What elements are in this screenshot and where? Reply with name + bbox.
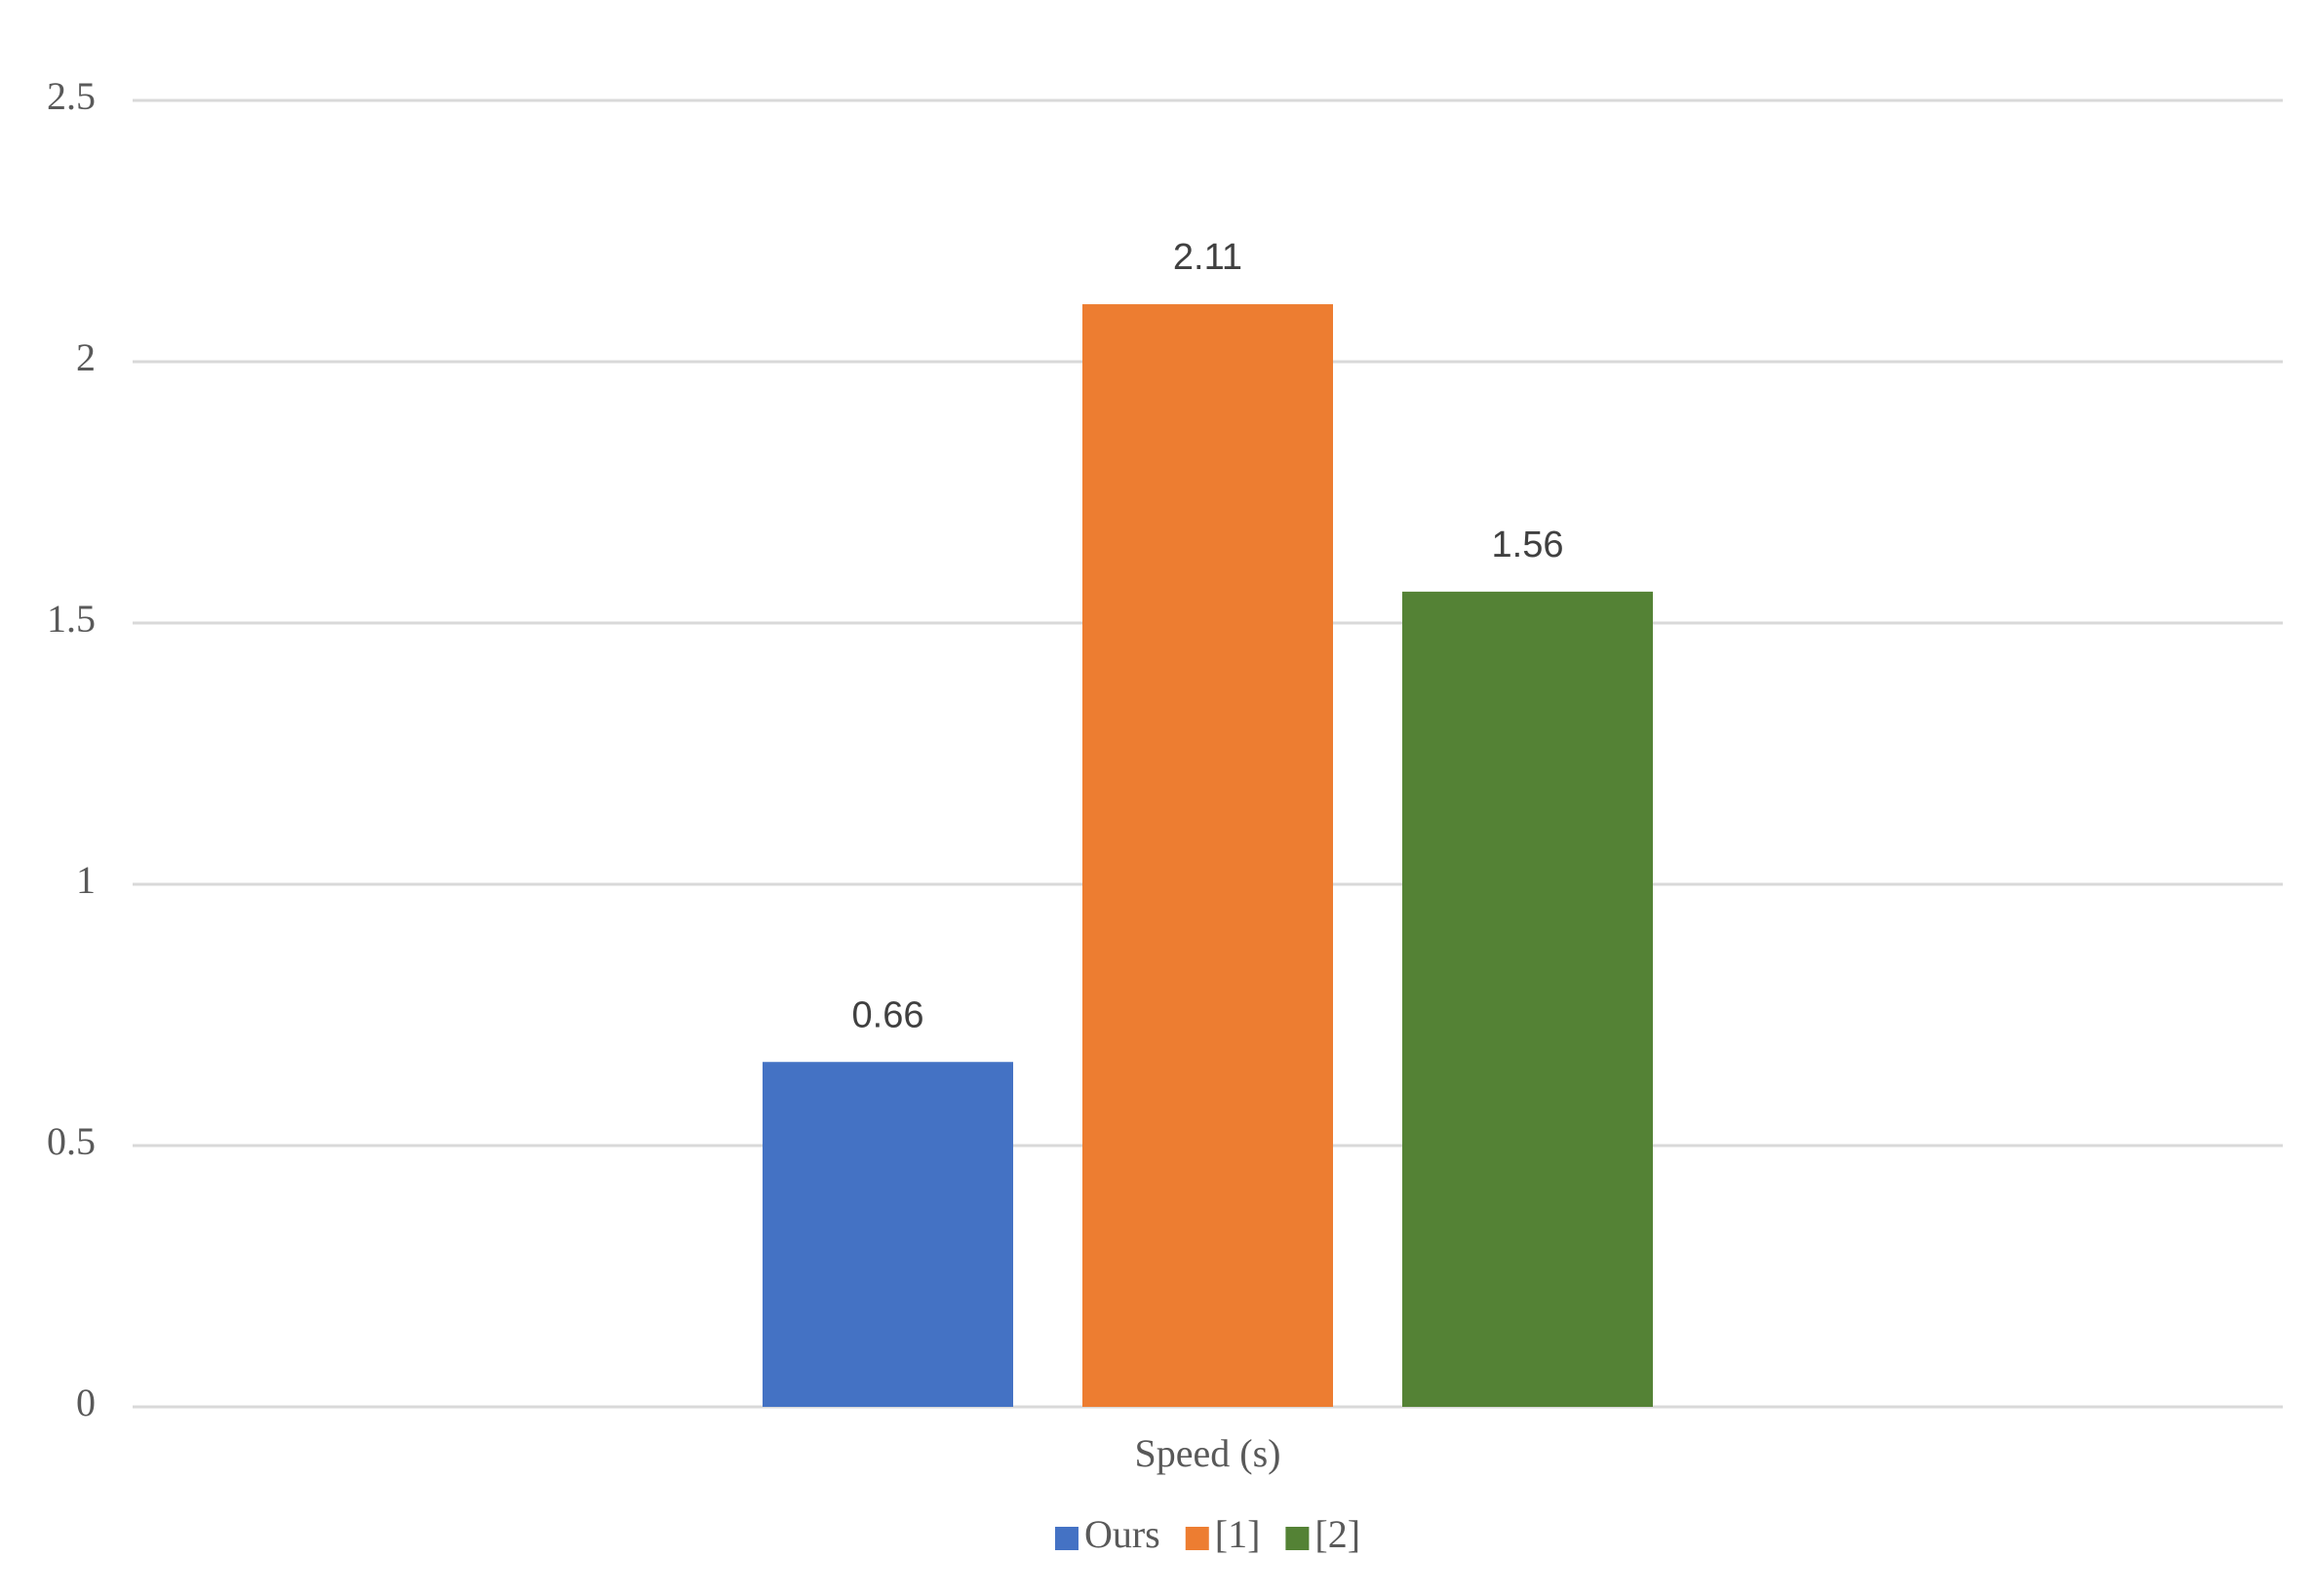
legend-swatch bbox=[1054, 1527, 1079, 1550]
bar bbox=[1082, 304, 1333, 1407]
y-tick-label: 2.5 bbox=[47, 74, 96, 118]
y-tick-label: 2 bbox=[76, 335, 96, 379]
data-label: 0.66 bbox=[852, 994, 924, 1035]
legend-label: Ours bbox=[1084, 1512, 1160, 1556]
data-label: 1.56 bbox=[1492, 525, 1564, 565]
x-tick-label: Speed (s) bbox=[1135, 1431, 1281, 1475]
y-tick-label: 1.5 bbox=[47, 597, 96, 641]
y-tick-label: 1 bbox=[76, 858, 96, 902]
legend-swatch bbox=[1185, 1527, 1209, 1550]
y-tick-label: 0.5 bbox=[47, 1119, 96, 1163]
data-label: 2.11 bbox=[1173, 237, 1242, 278]
legend-label: [2] bbox=[1314, 1512, 1360, 1556]
legend-label: [1] bbox=[1215, 1512, 1261, 1556]
bar bbox=[1402, 591, 1653, 1407]
legend-swatch bbox=[1285, 1527, 1310, 1550]
bar bbox=[763, 1062, 1013, 1407]
y-tick-label: 0 bbox=[76, 1381, 96, 1424]
